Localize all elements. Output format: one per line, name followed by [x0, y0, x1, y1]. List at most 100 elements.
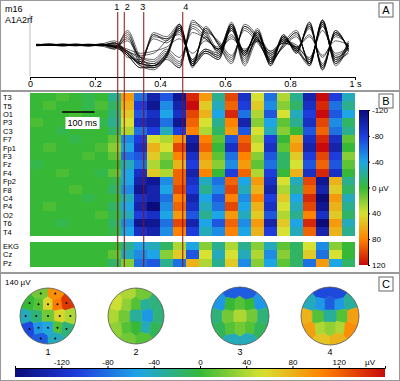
heat-cell — [264, 118, 277, 127]
heat-cell — [108, 169, 121, 178]
heat-cell — [277, 93, 290, 102]
heat-cell — [43, 242, 56, 251]
topomap-cell — [53, 321, 63, 334]
electrode — [65, 328, 67, 330]
heat-cell — [290, 118, 303, 127]
heat-cell — [95, 211, 108, 220]
panel-frame — [1, 1, 400, 91]
heat-cell — [342, 169, 355, 178]
heat-cell — [199, 135, 212, 144]
heat-cell — [134, 160, 147, 169]
heat-cell — [303, 160, 316, 169]
heat-cell — [329, 227, 342, 236]
trace — [37, 24, 349, 69]
heat-cell — [108, 127, 121, 136]
heat-cell — [264, 110, 277, 119]
heat-cell — [329, 242, 342, 251]
heat-cell — [160, 177, 173, 186]
heat-cell — [30, 202, 43, 211]
heat-cell — [186, 110, 199, 119]
heat-cell — [264, 202, 277, 211]
heat-cell — [303, 152, 316, 161]
colorbar-axis: -120-80-400 µV4080120 — [368, 106, 389, 270]
heat-cell — [173, 143, 186, 152]
electrode — [69, 315, 71, 317]
x-tick-label: 0.6 — [219, 79, 232, 89]
heat-cell — [121, 185, 134, 194]
heat-cell — [69, 259, 82, 267]
heat-cell — [186, 143, 199, 152]
heat-cell — [290, 127, 303, 136]
heat-cell — [238, 242, 251, 251]
heat-cell — [212, 135, 225, 144]
heat-cell — [173, 135, 186, 144]
heat-cell — [342, 160, 355, 169]
heat-cell — [82, 202, 95, 211]
heat-cell — [316, 160, 329, 169]
heat-cell — [264, 93, 277, 102]
time-marker — [124, 12, 125, 267]
heat-cell — [251, 202, 264, 211]
heat-cell — [30, 152, 43, 161]
heat-cell — [43, 202, 56, 211]
heat-cell — [212, 194, 225, 203]
heat-cell — [160, 211, 173, 220]
trace — [37, 24, 349, 67]
heat-cell — [342, 227, 355, 236]
heat-cell — [134, 110, 147, 119]
heat-cell — [134, 250, 147, 259]
heat-cell — [121, 143, 134, 152]
head-outline — [301, 287, 359, 345]
heat-cell — [225, 127, 238, 136]
heat-cell — [147, 185, 160, 194]
heat-cell — [251, 211, 264, 220]
heat-cell — [316, 227, 329, 236]
heat-cell — [238, 127, 251, 136]
heat-cell — [290, 135, 303, 144]
heat-cell — [251, 118, 264, 127]
heat-cell — [316, 259, 329, 267]
heat-cell — [43, 185, 56, 194]
heat-cell — [212, 211, 225, 220]
heat-cell — [277, 219, 290, 228]
heat-cell — [43, 143, 56, 152]
heat-cell — [69, 185, 82, 194]
heat-cell — [277, 227, 290, 236]
time-marker — [143, 12, 144, 267]
heat-cell — [173, 227, 186, 236]
heat-cell — [43, 227, 56, 236]
heat-cell — [264, 185, 277, 194]
electrode — [65, 302, 67, 304]
trace — [37, 20, 349, 68]
heat-cell — [186, 227, 199, 236]
heat-cell — [186, 185, 199, 194]
heat-cell — [43, 152, 56, 161]
heat-cell — [56, 143, 69, 152]
colorbar-tick: 120 — [333, 358, 347, 368]
trace — [37, 24, 349, 67]
heat-cell — [225, 219, 238, 228]
heat-cell — [264, 211, 277, 220]
heat-cell — [316, 177, 329, 186]
heat-cell — [212, 93, 225, 102]
topomap-cell — [131, 322, 141, 336]
heat-cell — [134, 135, 147, 144]
heat-cell — [173, 242, 186, 251]
heat-cell — [82, 160, 95, 169]
heat-cell — [160, 152, 173, 161]
heat-cell — [303, 118, 316, 127]
heat-cell — [134, 177, 147, 186]
heat-cell — [290, 227, 303, 236]
heat-cell — [342, 219, 355, 228]
heat-cell — [147, 152, 160, 161]
heat-cell — [108, 143, 121, 152]
heat-cell — [82, 227, 95, 236]
heat-cell — [173, 259, 186, 267]
heat-cell — [264, 259, 277, 267]
heat-cell — [43, 259, 56, 267]
x-tick: 0.8 — [284, 77, 297, 89]
heat-cell — [121, 110, 134, 119]
x-tick-label: 0.8 — [284, 79, 297, 89]
heat-cell — [30, 250, 43, 259]
heat-cell — [121, 227, 134, 236]
